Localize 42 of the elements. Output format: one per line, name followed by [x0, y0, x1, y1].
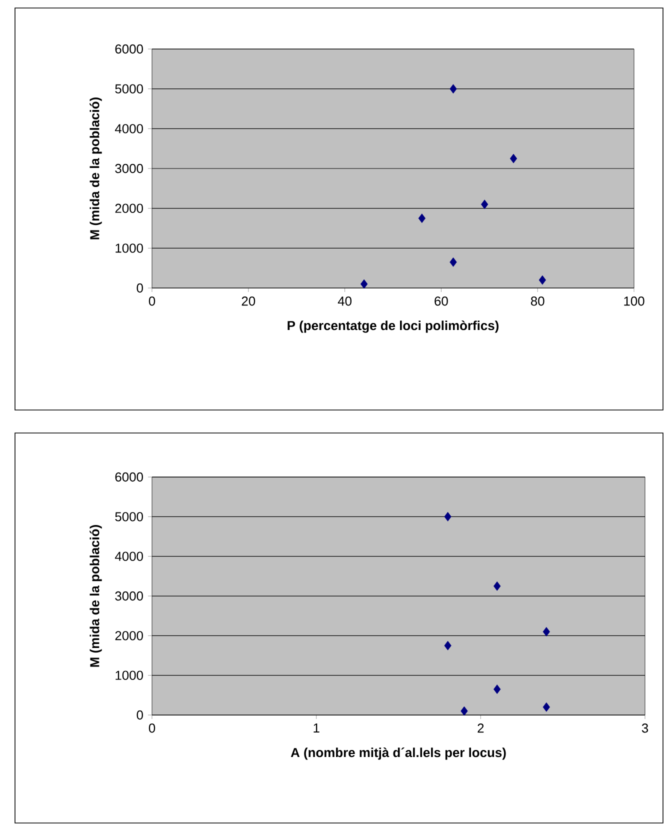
- x-tick-label: 1: [314, 724, 320, 732]
- y-tick-label: 1000: [116, 244, 143, 253]
- x-tick-label: 20: [242, 296, 256, 306]
- y-tick-label: 6000: [115, 472, 143, 482]
- point: [538, 275, 546, 285]
- point: [460, 706, 468, 716]
- point: [481, 200, 488, 210]
- point: [510, 154, 518, 164]
- point: [450, 257, 457, 267]
- x-tick-label: 80: [530, 296, 544, 306]
- point: [418, 214, 426, 224]
- point: [494, 581, 501, 591]
- point: [542, 702, 550, 712]
- point: [360, 279, 368, 289]
- point: [494, 684, 501, 694]
- x-tick-label: 40: [338, 296, 352, 306]
- y-tick-label: 2000: [115, 204, 143, 213]
- y-tick-label: 6000: [115, 44, 143, 54]
- x-tick-label: 0: [148, 724, 156, 733]
- x-tick-label: 100: [624, 296, 644, 306]
- x-tick-label: 2: [478, 724, 484, 733]
- y-tick-label: 5000: [115, 84, 143, 94]
- x-tick-label: 0: [148, 296, 156, 306]
- y-tick-label: 0: [136, 710, 143, 720]
- y-tick-label: 2000: [115, 631, 143, 640]
- y-tick-label: 5000: [115, 512, 143, 522]
- x-axis-title: A (nombre mitjà d´al.lels per locus): [290, 748, 506, 760]
- x-tick-label: 60: [434, 296, 448, 306]
- point: [444, 640, 452, 650]
- point: [450, 84, 457, 94]
- point: [542, 627, 550, 636]
- x-tick-label: 3: [642, 724, 648, 733]
- y-tick-label: 1000: [116, 670, 143, 680]
- y-tick-label: 4000: [114, 124, 143, 134]
- y-tick-label: 0: [136, 283, 143, 293]
- y-axis-title: M (mida de la població): [90, 98, 102, 240]
- y-axis-title: M (mida de la població): [90, 525, 102, 667]
- y-tick-label: 4000: [114, 552, 143, 561]
- y-tick-label: 3000: [115, 591, 143, 601]
- point: [444, 512, 452, 522]
- y-tick-label: 3000: [115, 164, 143, 174]
- x-axis-title: P (percentatge de loci polimòrfics): [288, 320, 499, 333]
